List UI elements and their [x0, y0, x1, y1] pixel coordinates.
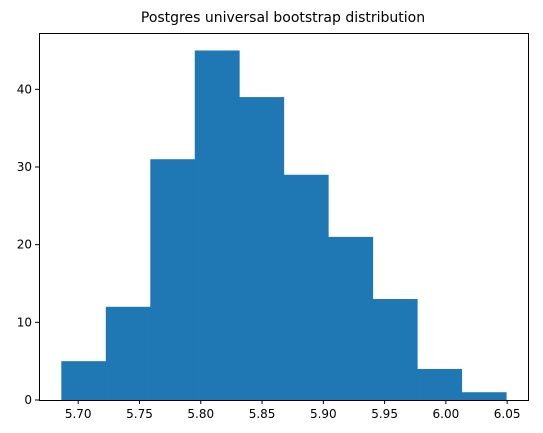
x-tick-label: 5.70	[65, 407, 92, 421]
histogram-bar	[150, 159, 196, 400]
histogram-bar	[61, 361, 107, 400]
y-tick-label: 20	[17, 238, 32, 252]
histogram-bar	[417, 368, 463, 400]
bars-group	[61, 50, 507, 400]
y-axis-ticks: 0 10 20 30 40	[17, 82, 39, 407]
x-tick-label: 5.95	[371, 407, 398, 421]
x-tick-label: 6.05	[494, 407, 521, 421]
plot-frame	[39, 33, 529, 401]
histogram-bar	[283, 174, 329, 400]
chart-title: Postgres universal bootstrap distributio…	[141, 10, 425, 26]
histogram-bar	[461, 392, 507, 400]
y-tick-label: 30	[17, 160, 32, 174]
x-tick-label: 5.85	[249, 407, 276, 421]
x-tick-label: 5.80	[187, 407, 214, 421]
histogram-bar	[105, 306, 151, 400]
histogram-bar	[372, 299, 418, 400]
x-tick-label: 6.00	[433, 407, 460, 421]
histogram-bar	[194, 50, 240, 400]
histogram-bar	[328, 236, 374, 400]
x-tick-label: 5.75	[126, 407, 153, 421]
histogram-bar	[239, 97, 285, 400]
y-tick-label: 0	[24, 393, 32, 407]
x-axis-ticks: 5.70 5.75 5.80 5.85 5.90 5.95 6.00 6.05	[65, 400, 521, 421]
x-tick-label: 5.90	[310, 407, 337, 421]
y-tick-label: 40	[17, 82, 32, 96]
y-tick-label: 10	[17, 315, 32, 329]
